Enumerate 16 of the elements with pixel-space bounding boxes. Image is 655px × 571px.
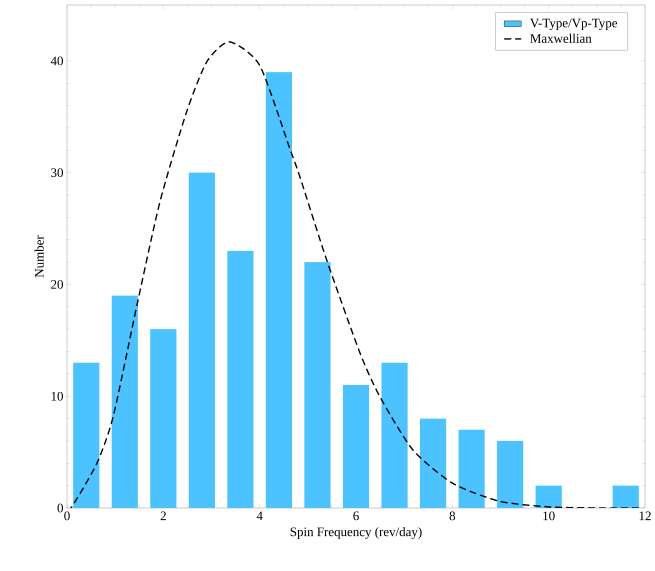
y-tick-label: 30 — [51, 168, 63, 178]
x-tick-label: 2 — [160, 512, 166, 520]
x-axis-title: Spin Frequency (rev/day) — [290, 527, 422, 539]
y-tick-label: 10 — [52, 392, 63, 401]
x-tick-label: 4 — [256, 512, 263, 520]
y-tick-label: 0 — [58, 504, 63, 512]
legend-label: V-Type/Vp-Type — [530, 18, 618, 30]
legend-label: Maxwellian — [530, 34, 592, 43]
x-tick-label: 10 — [543, 512, 555, 520]
x-tick-label: 0 — [64, 512, 70, 520]
x-tick-label: 12 — [640, 512, 651, 520]
y-tick-label: 40 — [50, 56, 63, 66]
x-tick-label: 6 — [353, 512, 359, 520]
x-tick-label: 8 — [450, 512, 456, 520]
y-axis-title: Number — [34, 235, 44, 278]
y-tick-label: 20 — [51, 280, 63, 289]
